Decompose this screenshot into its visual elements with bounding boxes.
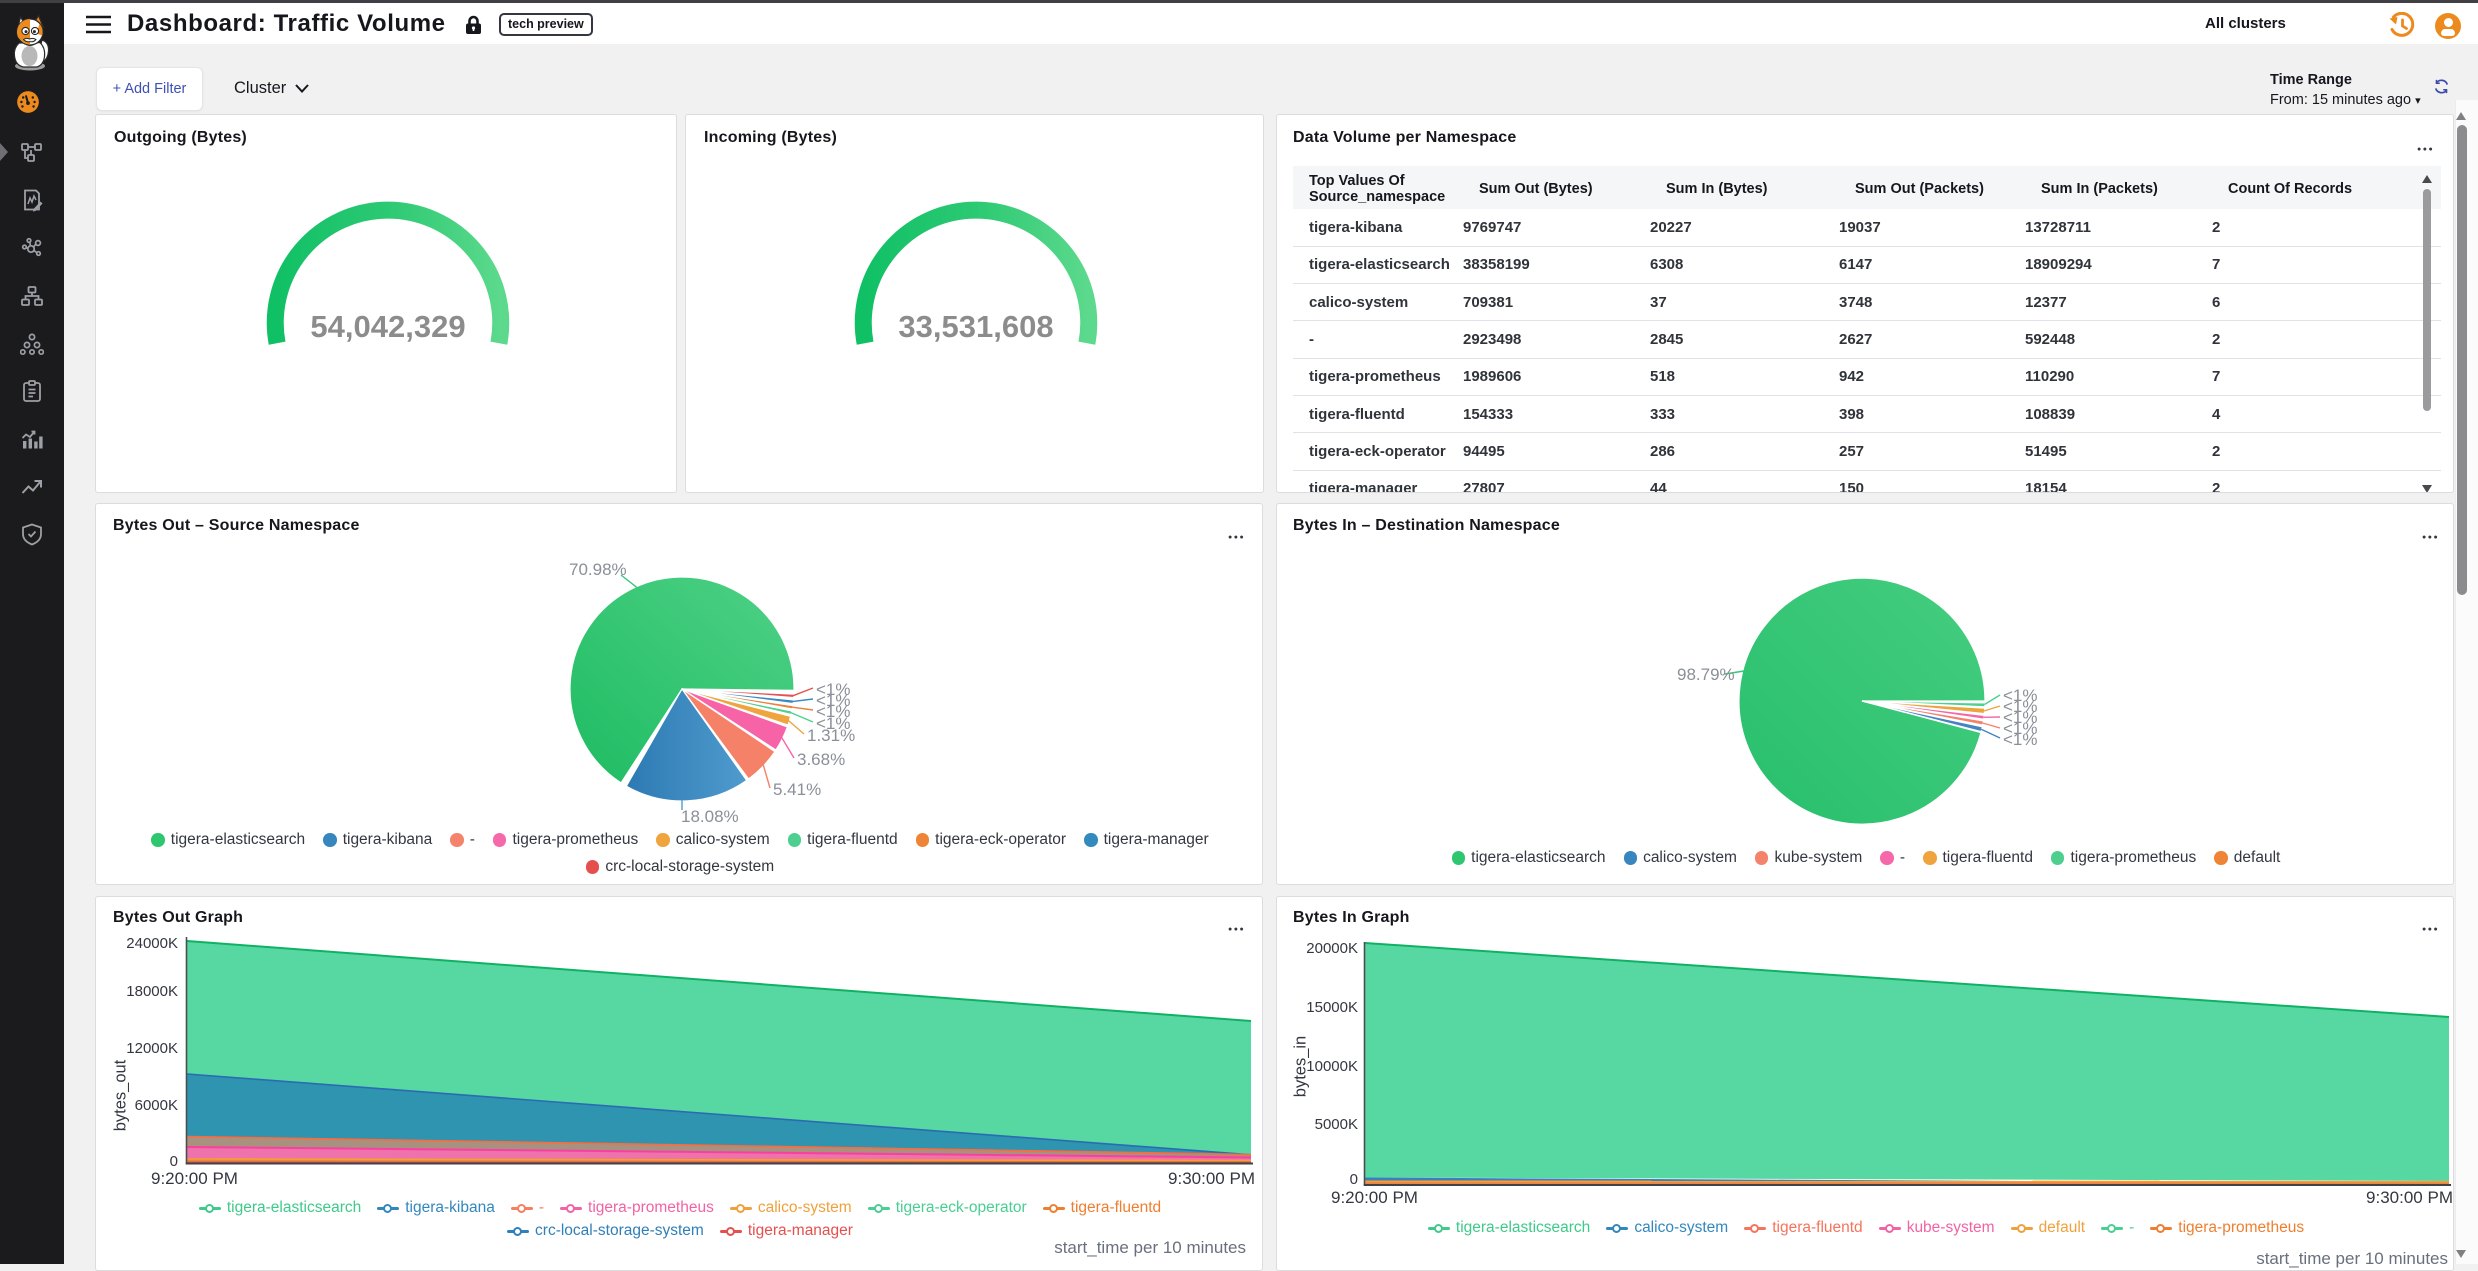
svg-text:33,531,608: 33,531,608: [898, 309, 1053, 344]
svg-text:54,042,329: 54,042,329: [310, 309, 465, 344]
